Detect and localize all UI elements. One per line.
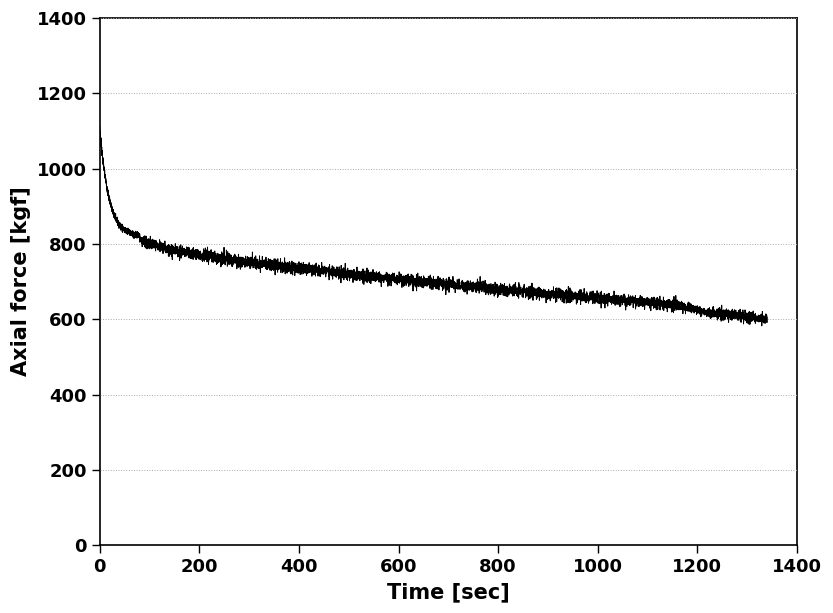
- X-axis label: Time [sec]: Time [sec]: [387, 582, 510, 602]
- Y-axis label: Axial force [kgf]: Axial force [kgf]: [11, 187, 31, 376]
